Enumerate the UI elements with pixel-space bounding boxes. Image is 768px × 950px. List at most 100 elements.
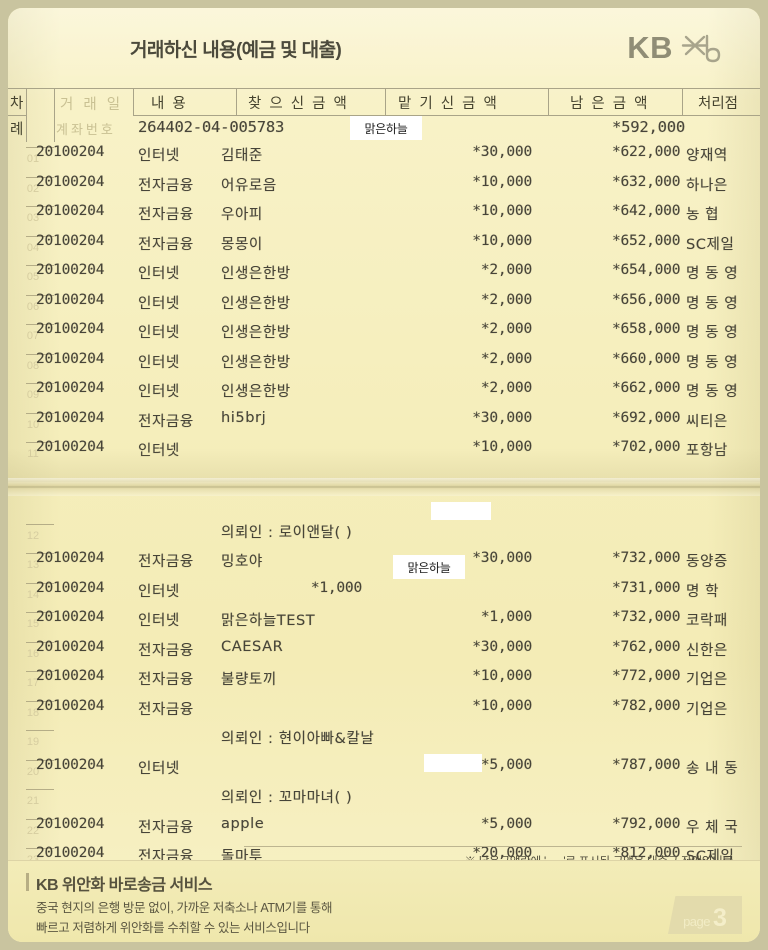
- transaction-date: 20100204: [36, 697, 105, 714]
- row-sequence-number: 12: [26, 529, 40, 542]
- balance-amount: *702,000: [612, 439, 681, 455]
- page-badge-word: page: [683, 914, 710, 929]
- row-sequence-number: 14: [26, 588, 40, 601]
- balance-amount: *654,000: [612, 262, 681, 278]
- deposit-amount: *30,000: [472, 144, 532, 160]
- account-number: 264402-04-005783: [138, 118, 285, 136]
- balance-amount: *782,000: [612, 697, 681, 714]
- processing-branch: 명 동 영: [686, 384, 739, 400]
- kb-logo: KB: [627, 30, 722, 66]
- transaction-date: 20100204: [36, 409, 105, 426]
- ad-title: KB 위안화 바로송금 서비스: [36, 877, 213, 894]
- transaction-date: 20100204: [36, 609, 105, 625]
- balance-amount: *632,000: [612, 173, 681, 190]
- deposit-amount: *1,000: [480, 609, 532, 625]
- column-header-balance: 남 은 금 액: [570, 96, 650, 112]
- row-rule: [26, 848, 54, 849]
- row-sequence-number: 03: [26, 212, 40, 224]
- row-rule: [26, 730, 54, 731]
- transaction-date: 20100204: [36, 321, 105, 337]
- row-sequence-number: 15: [26, 618, 40, 630]
- row-sequence-number: 02: [26, 182, 40, 195]
- row-sequence-number: 09: [26, 389, 40, 401]
- row-sequence-number: 19: [26, 736, 40, 748]
- column-header-seq-top: 차: [10, 96, 24, 112]
- row-rule: [26, 818, 54, 820]
- processing-branch: 명 동 영: [686, 266, 739, 282]
- balance-amount: *732,000: [612, 609, 681, 625]
- balance-amount: *731,000: [612, 579, 681, 596]
- row-rule: [26, 553, 54, 554]
- processing-branch: 송 내 동: [686, 760, 739, 777]
- row-rule: [26, 294, 54, 296]
- processing-branch: 동양증: [686, 554, 728, 570]
- transaction-desc: 맑은하늘TEST: [221, 613, 316, 629]
- transaction-date: 20100204: [36, 756, 105, 773]
- transaction-type: 전자금융: [138, 672, 194, 688]
- transaction-date: 20100204: [36, 550, 105, 566]
- transaction-date: 20100204: [36, 203, 105, 219]
- transaction-type: 전자금융: [138, 642, 194, 659]
- balance-amount: *787,000: [612, 756, 681, 773]
- row-rule: [26, 235, 54, 237]
- transaction-type: 전자금융: [138, 701, 194, 718]
- row-sequence-number: 10: [26, 418, 40, 431]
- processing-branch: 양재역: [686, 148, 728, 164]
- row-sequence-number: 18: [26, 706, 40, 719]
- column-header-account-no: 계좌번호: [56, 122, 116, 137]
- transaction-type: 인터넷: [138, 384, 180, 400]
- transaction-type: 전자금융: [138, 819, 194, 836]
- transaction-desc: 우아피: [221, 207, 263, 223]
- deposit-amount: *10,000: [472, 232, 532, 249]
- column-header-date: 거 래 일: [60, 97, 124, 113]
- row-rule: [26, 353, 54, 355]
- row-sequence-number: 20: [26, 765, 40, 778]
- transaction-type: 인터넷: [138, 354, 180, 371]
- column-header-withdrawal: 찾 으 신 금 액: [248, 96, 349, 112]
- processing-branch: 씨티은: [686, 413, 728, 430]
- transaction-type: 인터넷: [138, 443, 180, 459]
- deposit-amount: *2,000: [480, 350, 532, 367]
- passbook-header: KB 거래하신 내용(예금 및 대출): [8, 8, 760, 86]
- processing-branch: 명 동 영: [686, 295, 739, 312]
- row-rule: [26, 147, 54, 148]
- transaction-type: 인터넷: [138, 266, 180, 282]
- transaction-type: 인터넷: [138, 325, 180, 341]
- column-header-branch: 처리점: [698, 96, 739, 112]
- deposit-amount: *10,000: [472, 668, 532, 684]
- processing-branch: 기업은: [686, 701, 728, 718]
- deposit-amount: *10,000: [472, 697, 532, 714]
- processing-branch: 명 학: [686, 583, 720, 600]
- processing-branch: 명 동 영: [686, 354, 739, 371]
- row-sequence-number: 05: [26, 271, 40, 283]
- transaction-date: 20100204: [36, 579, 105, 596]
- transaction-date: 20100204: [36, 144, 105, 160]
- processing-branch: 우 체 국: [686, 819, 739, 836]
- transaction-desc: hi5brj: [221, 409, 267, 426]
- transaction-desc: 인생은한방: [221, 266, 291, 282]
- sender-info-line: 의뢰인 : 현이아빠&칼날: [221, 731, 375, 747]
- row-sequence-number: 22: [26, 824, 40, 837]
- processing-branch: 하나은: [686, 177, 728, 194]
- transaction-desc: 불량토끼: [221, 672, 277, 688]
- footer-divider: [244, 846, 742, 847]
- advertisement-banner: KB 위안화 바로송금 서비스 중국 현지의 은행 방문 없이, 가까운 저축소…: [8, 860, 760, 942]
- transaction-type: 인터넷: [138, 613, 180, 629]
- row-rule: [26, 789, 54, 790]
- redaction-box-sender-1: [431, 502, 491, 520]
- transaction-table: 01 20100204 인터넷 김태준 *30,000 *622,000 양재역 02 2010…: [8, 142, 760, 866]
- deposit-amount: *10,000: [472, 173, 532, 190]
- transaction-desc: 어유로음: [221, 177, 277, 194]
- row-sequence-number: 01: [26, 153, 40, 165]
- processing-branch: 농 협: [686, 207, 720, 223]
- deposit-amount: *30,000: [472, 638, 532, 655]
- processing-branch: 코락패: [686, 613, 728, 629]
- transaction-type: 인터넷: [138, 760, 180, 777]
- balance-amount: *642,000: [612, 203, 681, 219]
- processing-branch: SC제일: [686, 236, 735, 253]
- transaction-type: 인터넷: [138, 295, 180, 312]
- balance-amount: *652,000: [612, 232, 681, 249]
- table-column-header: 차 례 거 래 일 계좌번호 내 용 찾 으 신 금 액 맡 기 신 금 액 남…: [8, 88, 760, 142]
- deposit-amount: *5,000: [480, 756, 532, 773]
- row-sequence-number: 13: [26, 559, 40, 571]
